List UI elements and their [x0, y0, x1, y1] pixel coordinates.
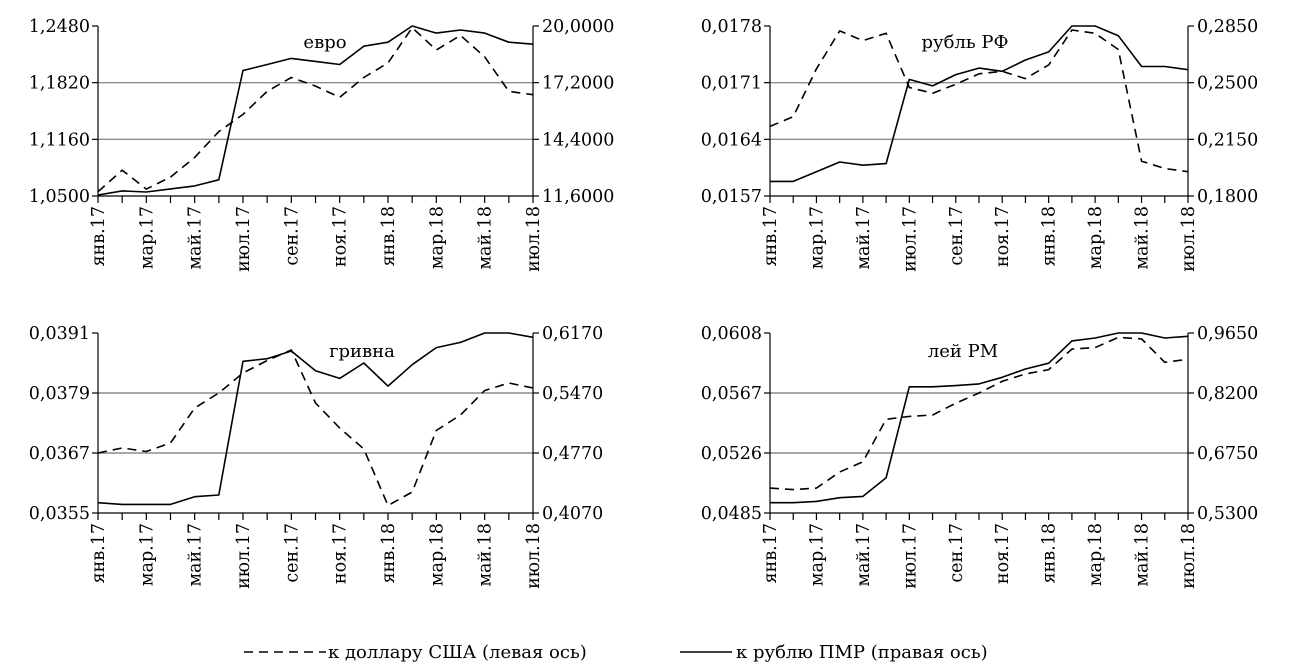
y-tick-label-left: 1,1160 — [29, 130, 90, 150]
x-tick-label: янв.17 — [761, 523, 781, 583]
series-line-usd — [97, 349, 534, 507]
y-tick-label-right: 0,2500 — [1197, 74, 1258, 94]
y-tick-label-left: 0,0367 — [29, 444, 90, 464]
y-tick-label-right: 0,2850 — [1197, 17, 1258, 37]
legend: к доллару США (левая ось) к рублю ПМР (п… — [244, 642, 988, 663]
x-tick-label: янв.17 — [761, 206, 781, 266]
y-tick-label-right: 11,6000 — [542, 187, 614, 207]
y-tick-label-right: 17,2000 — [542, 74, 614, 94]
y-tick-label-right: 0,5470 — [542, 384, 603, 404]
y-tick-label-left: 0,0178 — [701, 17, 762, 37]
x-tick-label: июл.18 — [1179, 206, 1199, 272]
x-tick-label: ноя.17 — [331, 523, 351, 584]
x-tick-label: июл.18 — [1179, 523, 1199, 589]
y-tick-label-left: 0,0391 — [29, 324, 90, 344]
x-tick-label: май.18 — [476, 206, 496, 270]
x-tick-label: ноя.17 — [993, 523, 1013, 584]
x-tick-label: июл.17 — [900, 523, 920, 589]
chart-title: лей РМ — [928, 341, 998, 362]
y-tick-label-left: 0,0355 — [29, 504, 90, 524]
chart-title: рубль РФ — [922, 32, 1009, 53]
y-tick-label-right: 0,2150 — [1197, 130, 1258, 150]
y-tick-label-left: 0,0164 — [701, 130, 762, 150]
x-tick-label: янв.18 — [379, 206, 399, 266]
series-line-usd — [769, 29, 1189, 173]
x-tick-label: май.17 — [854, 206, 874, 270]
x-tick-label: ноя.17 — [331, 206, 351, 267]
chart-panel-2: 0,0157 0,1800 0,0164 0,2150 0,0171 0,2500 0,01… — [701, 17, 1258, 272]
x-tick-label: сен.17 — [947, 206, 967, 266]
chart-title: гривна — [329, 341, 395, 362]
x-tick-label: июл.18 — [524, 523, 544, 589]
x-tick-label: июл.18 — [524, 206, 544, 272]
y-tick-label-right: 0,6170 — [542, 324, 603, 344]
y-tick-label-right: 0,4070 — [542, 504, 603, 524]
x-tick-label: май.17 — [186, 206, 206, 270]
chart-panel-3: 0,0355 0,4070 0,0367 0,4770 0,0379 0,5470 0,03… — [29, 324, 603, 589]
x-tick-label: янв.18 — [1040, 523, 1060, 583]
y-tick-label-left: 0,0526 — [701, 444, 762, 464]
chart-title: евро — [303, 32, 346, 53]
y-tick-label-left: 1,0500 — [29, 187, 90, 207]
x-tick-label: янв.18 — [1040, 206, 1060, 266]
series-line-pmr — [97, 25, 534, 196]
x-tick-label: июл.17 — [234, 523, 254, 589]
y-tick-label-left: 0,0379 — [29, 384, 90, 404]
y-tick-label-right: 20,0000 — [542, 17, 614, 37]
x-tick-label: ноя.17 — [993, 206, 1013, 267]
series-line-usd — [769, 336, 1189, 491]
x-tick-label: июл.17 — [234, 206, 254, 272]
x-tick-label: янв.17 — [89, 523, 109, 583]
x-tick-label: мар.18 — [1086, 206, 1106, 269]
series-line-pmr — [97, 332, 534, 506]
x-tick-label: май.18 — [1133, 523, 1153, 587]
x-tick-label: май.17 — [854, 523, 874, 587]
series-line-usd — [97, 26, 534, 193]
x-tick-label: мар.18 — [427, 523, 447, 586]
x-tick-label: янв.17 — [89, 206, 109, 266]
legend-solid-label: к рублю ПМР (правая ось) — [736, 642, 988, 663]
x-tick-label: янв.18 — [379, 523, 399, 583]
x-tick-label: сен.17 — [282, 523, 302, 583]
chart-panel-4: 0,0485 0,5300 0,0526 0,6750 0,0567 0,8200 0,06… — [701, 324, 1258, 589]
y-tick-label-left: 0,0157 — [701, 187, 762, 207]
x-tick-label: май.18 — [1133, 206, 1153, 270]
x-tick-label: мар.17 — [137, 523, 157, 586]
y-tick-label-right: 14,4000 — [542, 130, 614, 150]
y-tick-label-left: 0,0608 — [701, 324, 762, 344]
x-tick-label: мар.18 — [1086, 523, 1106, 586]
y-tick-label-right: 0,6750 — [1197, 444, 1258, 464]
x-tick-label: мар.17 — [137, 206, 157, 269]
series-line-pmr — [770, 25, 1189, 183]
x-tick-label: май.18 — [476, 523, 496, 587]
x-tick-label: сен.17 — [947, 523, 967, 583]
y-tick-label-left: 0,0171 — [701, 74, 762, 94]
x-tick-label: июл.17 — [900, 206, 920, 272]
y-tick-label-right: 0,9650 — [1197, 324, 1258, 344]
y-tick-label-left: 1,2480 — [29, 17, 90, 37]
y-tick-label-right: 0,8200 — [1197, 384, 1258, 404]
x-tick-label: сен.17 — [282, 206, 302, 266]
y-tick-label-left: 0,0567 — [701, 384, 762, 404]
series-line-pmr — [770, 332, 1189, 504]
x-tick-label: мар.17 — [807, 206, 827, 269]
x-tick-label: мар.18 — [427, 206, 447, 269]
x-tick-label: май.17 — [186, 523, 206, 587]
x-tick-label: мар.17 — [807, 523, 827, 586]
y-tick-label-right: 0,1800 — [1197, 187, 1258, 207]
y-tick-label-right: 0,5300 — [1197, 504, 1258, 524]
y-tick-label-left: 0,0485 — [701, 504, 762, 524]
legend-dashed-label: к доллару США (левая ось) — [328, 642, 587, 663]
y-tick-label-right: 0,4770 — [542, 444, 603, 464]
chart-panel-1: 1,0500 11,6000 1,1160 14,4000 1,1820 17,2000 1… — [29, 17, 615, 272]
y-tick-label-left: 1,1820 — [29, 74, 90, 94]
